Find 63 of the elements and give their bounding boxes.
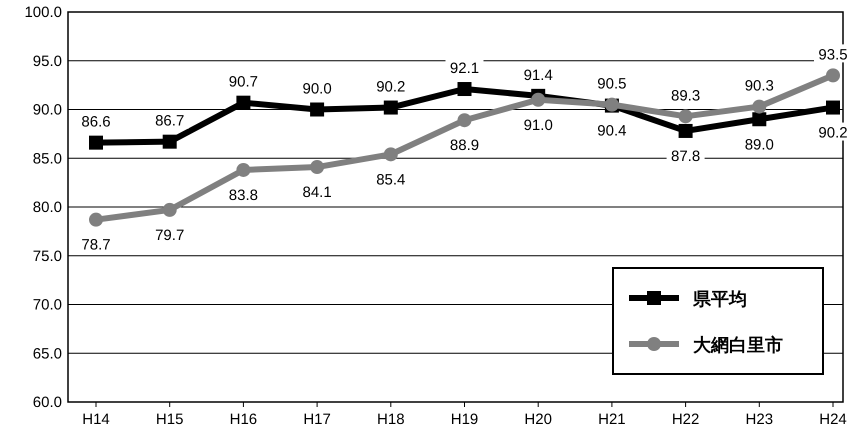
data-label: 90.5 — [597, 76, 626, 93]
x-tick-label: H20 — [524, 411, 552, 428]
x-tick-label: H18 — [377, 411, 405, 428]
x-tick-label: H16 — [230, 411, 258, 428]
point — [826, 68, 840, 82]
point — [458, 113, 472, 128]
y-tick-label: 85.0 — [32, 150, 62, 168]
point — [752, 112, 766, 126]
data-label: 90.7 — [228, 74, 258, 91]
data-label: 90.3 — [744, 78, 774, 95]
x-tick-label: H21 — [598, 411, 626, 428]
data-label: 88.9 — [450, 137, 480, 154]
y-tick-label: 90.0 — [32, 102, 62, 118]
data-label: 90.4 — [597, 122, 626, 140]
x-tick-label: H17 — [303, 411, 331, 428]
point — [826, 100, 840, 115]
point — [89, 212, 103, 227]
point — [678, 109, 693, 124]
point — [236, 96, 250, 110]
data-label: 89.0 — [744, 136, 774, 154]
data-label: 86.6 — [81, 114, 111, 131]
x-tick-label: H22 — [672, 411, 700, 428]
data-label: 89.3 — [671, 87, 700, 104]
x-tick-label: H23 — [746, 411, 774, 428]
y-tick-label: 70.0 — [32, 296, 62, 314]
data-label: 86.7 — [155, 112, 184, 130]
point — [678, 124, 693, 138]
y-tick-label: 95.0 — [32, 52, 62, 70]
y-tick-label: 60.0 — [32, 394, 62, 411]
data-label: 90.2 — [818, 124, 848, 142]
data-label: 91.4 — [524, 66, 553, 84]
point — [384, 147, 398, 162]
legend-label: 大網白里市 — [692, 335, 783, 355]
x-tick-label: H19 — [450, 411, 478, 428]
x-tick-label: H24 — [819, 411, 847, 428]
y-tick-label: 65.0 — [32, 345, 62, 362]
y-tick-label: 80.0 — [32, 199, 62, 216]
y-tick-label: 100.0 — [24, 4, 62, 21]
point — [310, 102, 324, 116]
y-tick-label: 75.0 — [32, 248, 62, 265]
data-label: 93.5 — [818, 46, 848, 64]
data-label: 79.7 — [155, 226, 184, 244]
data-label: 90.2 — [376, 78, 406, 96]
data-label: 92.1 — [450, 60, 480, 78]
data-label: 91.0 — [524, 116, 553, 134]
x-tick-label: H15 — [156, 411, 184, 428]
point — [89, 136, 103, 150]
data-label: 84.1 — [302, 184, 332, 202]
legend-label: 県平均 — [692, 289, 747, 309]
point — [310, 160, 324, 174]
point — [162, 202, 177, 217]
point — [384, 100, 398, 115]
data-label: 78.7 — [81, 236, 111, 254]
data-label: 87.8 — [671, 148, 700, 165]
point — [531, 92, 546, 107]
data-label: 83.8 — [228, 186, 258, 204]
point — [236, 162, 250, 177]
point — [458, 82, 472, 96]
data-label: 85.4 — [376, 171, 406, 188]
data-label: 90.0 — [302, 80, 332, 98]
point — [162, 134, 177, 149]
x-tick-label: H14 — [82, 411, 110, 428]
point — [752, 100, 766, 114]
